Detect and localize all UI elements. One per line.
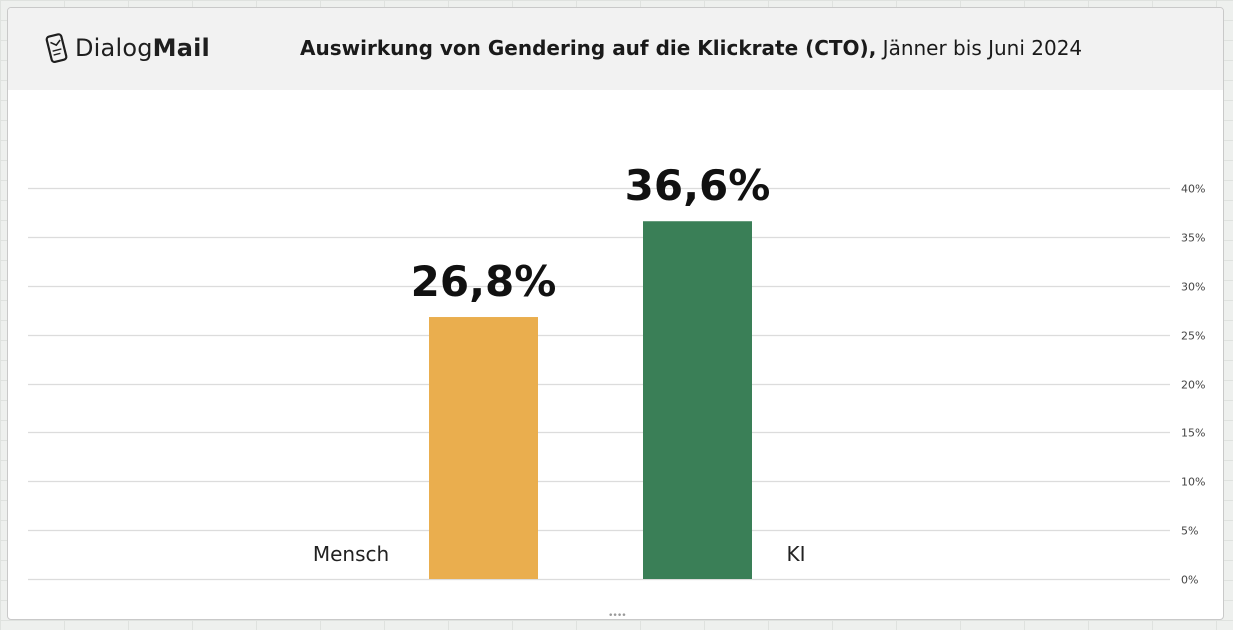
logo-word-bold: Mail [152, 34, 210, 62]
y-tick-label: 40% [1181, 183, 1205, 196]
y-tick-label: 15% [1181, 427, 1205, 440]
y-tick-label: 25% [1181, 330, 1205, 343]
data-label: 26,8% [411, 257, 557, 306]
data-label: 36,6% [625, 161, 771, 210]
chart-title-main: Auswirkung von Gendering auf die Klickra… [300, 36, 877, 60]
bar [429, 317, 538, 579]
bar [643, 221, 752, 580]
y-tick-label: 35% [1181, 232, 1205, 245]
y-tick-label: 30% [1181, 281, 1205, 294]
y-tick-label: 0% [1181, 574, 1198, 587]
chart-title: Auswirkung von Gendering auf die Klickra… [300, 36, 1082, 60]
logo-text: DialogMail [75, 34, 210, 62]
chart-header: DialogMail Auswirkung von Gendering auf … [8, 8, 1223, 90]
resize-handle-bottom[interactable]: •••• [608, 611, 627, 620]
category-label: Mensch [313, 542, 389, 566]
chart-frame[interactable]: •••• •••• DialogMail Auswirkung von Gend… [7, 7, 1224, 620]
category-label: KI [786, 542, 805, 566]
dialogmail-logo: DialogMail [44, 30, 210, 66]
chart-title-period: Jänner bis Juni 2024 [876, 36, 1083, 60]
y-tick-label: 5% [1181, 525, 1198, 538]
bar-chart: 0% 5% 10% 15% 20% 25% 30% 35% 40% 26,8% Mensch 36,6… [28, 161, 1205, 587]
y-tick-label: 20% [1181, 379, 1205, 392]
logo-word-regular: Dialog [75, 34, 153, 62]
phone-logo-icon [45, 33, 68, 64]
y-tick-label: 10% [1181, 476, 1205, 489]
